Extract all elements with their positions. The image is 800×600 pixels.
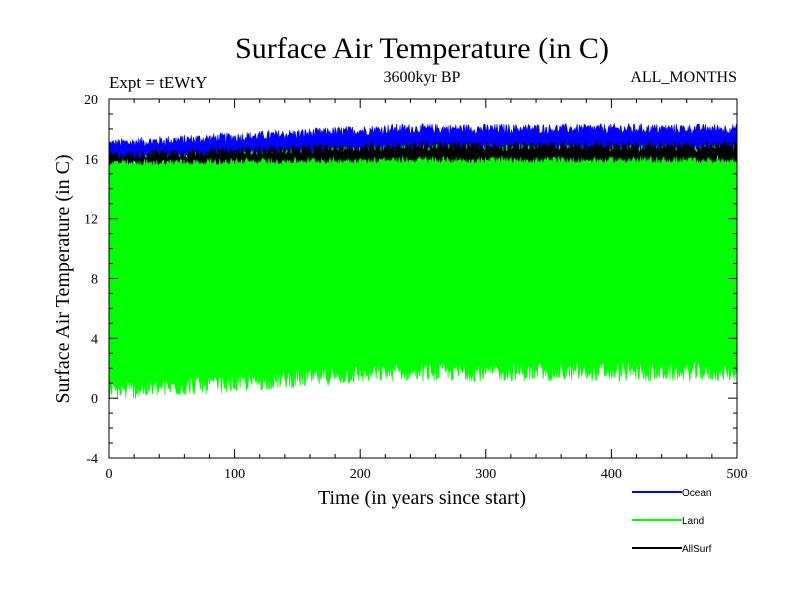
- x-tick-label: 200: [350, 467, 371, 482]
- experiment-label: Expt = tEWtY: [109, 73, 207, 92]
- legend-label: Ocean: [682, 488, 711, 499]
- legend-item-land: Land: [632, 516, 704, 527]
- legend: Ocean Land AllSurf: [632, 488, 712, 555]
- y-axis-label: Surface Air Temperature (in C): [52, 154, 74, 403]
- months-label: ALL_MONTHS: [630, 69, 737, 86]
- x-tick-label: 100: [224, 467, 245, 482]
- series-land: [108, 143, 738, 400]
- y-tick-label: 4: [91, 332, 98, 347]
- legend-item-allsurf: AllSurf: [632, 544, 712, 555]
- x-tick-label: 500: [727, 467, 748, 482]
- legend-item-ocean: Ocean: [632, 488, 711, 499]
- y-tick-label: 20: [84, 93, 98, 108]
- x-tick-label: 400: [601, 467, 622, 482]
- y-tick-label: 12: [84, 213, 98, 228]
- x-axis-label: Time (in years since start): [318, 487, 526, 509]
- legend-label: AllSurf: [682, 544, 712, 555]
- y-tick-label: 0: [91, 392, 98, 407]
- legend-label: Land: [682, 516, 704, 527]
- x-tick-label: 300: [475, 467, 496, 482]
- chart-title: Surface Air Temperature (in C): [235, 32, 609, 65]
- y-tick-label: 8: [91, 273, 98, 288]
- chart-subtitle: 3600kyr BP: [384, 69, 461, 86]
- x-tick-label: 0: [106, 467, 113, 482]
- y-tick-label: -4: [86, 452, 98, 467]
- y-tick-label: 16: [84, 153, 98, 168]
